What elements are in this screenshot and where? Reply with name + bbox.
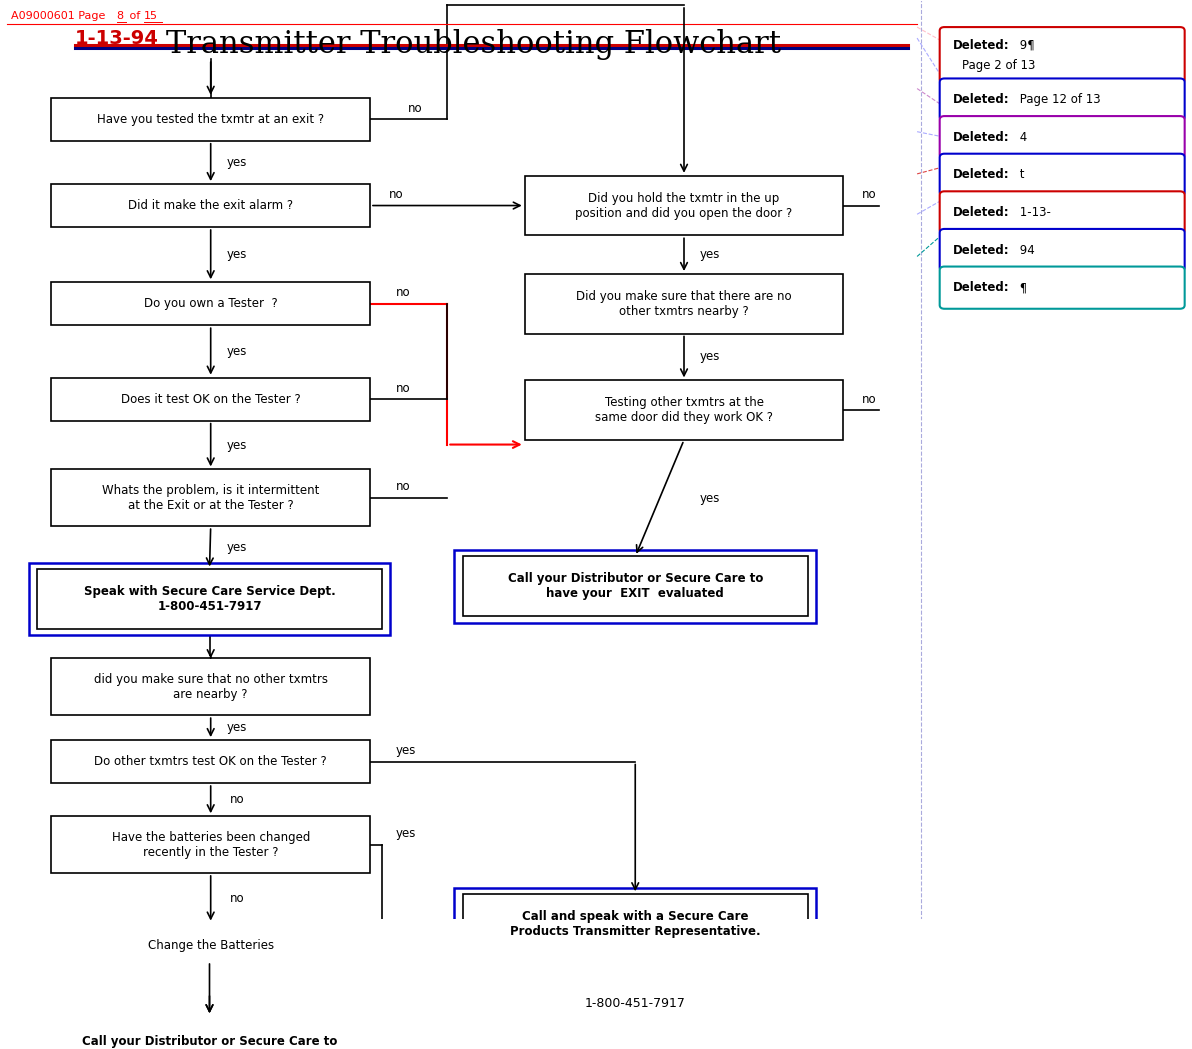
Text: Have you tested the txmtr at an exit ?: Have you tested the txmtr at an exit ? — [97, 113, 324, 126]
Text: Do you own a Tester  ?: Do you own a Tester ? — [144, 297, 278, 311]
Text: 9¶: 9¶ — [1016, 39, 1035, 51]
Text: Did you make sure that there are no
other txmtrs nearby ?: Did you make sure that there are no othe… — [576, 290, 791, 318]
FancyBboxPatch shape — [939, 116, 1185, 158]
Text: Transmitter Troubleshooting Flowchart: Transmitter Troubleshooting Flowchart — [166, 29, 781, 60]
Text: Deleted:: Deleted: — [952, 243, 1010, 257]
Text: Page 12 of 13: Page 12 of 13 — [1016, 93, 1100, 106]
Text: Call your Distributor or Secure Care to
have your  EXIT  evaluated: Call your Distributor or Secure Care to … — [508, 573, 763, 600]
Text: yes: yes — [226, 438, 247, 451]
Text: 1-13-94: 1-13-94 — [75, 29, 159, 48]
Text: Change the Batteries: Change the Batteries — [148, 939, 274, 951]
FancyBboxPatch shape — [51, 659, 370, 715]
FancyBboxPatch shape — [524, 381, 844, 440]
Text: Deleted:: Deleted: — [952, 281, 1010, 294]
Text: Deleted:: Deleted: — [952, 131, 1010, 144]
Text: yes: yes — [700, 249, 720, 261]
Text: yes: yes — [700, 350, 720, 363]
Text: yes: yes — [396, 827, 416, 840]
FancyBboxPatch shape — [29, 1010, 390, 1049]
Text: did you make sure that no other txmtrs
are nearby ?: did you make sure that no other txmtrs a… — [94, 672, 328, 701]
Text: yes: yes — [396, 744, 416, 757]
FancyBboxPatch shape — [51, 184, 370, 227]
Text: A09000601 Page: A09000601 Page — [11, 10, 108, 21]
Text: yes: yes — [226, 541, 247, 554]
FancyBboxPatch shape — [939, 266, 1185, 308]
Text: no: no — [396, 382, 411, 394]
Text: Does it test OK on the Tester ?: Does it test OK on the Tester ? — [120, 392, 300, 406]
Text: Deleted:: Deleted: — [952, 168, 1010, 181]
Text: Do other txmtrs test OK on the Tester ?: Do other txmtrs test OK on the Tester ? — [94, 755, 327, 768]
Text: no: no — [230, 793, 244, 806]
FancyBboxPatch shape — [462, 894, 808, 954]
Text: no: no — [389, 188, 404, 201]
Text: ¶: ¶ — [1016, 281, 1028, 294]
FancyBboxPatch shape — [939, 191, 1185, 234]
FancyBboxPatch shape — [51, 923, 370, 966]
Text: Page 2 of 13: Page 2 of 13 — [962, 59, 1036, 72]
Text: 15: 15 — [144, 10, 159, 21]
Text: no: no — [230, 892, 244, 905]
FancyBboxPatch shape — [939, 79, 1185, 121]
FancyBboxPatch shape — [939, 154, 1185, 196]
Text: Call and speak with a Secure Care
Products Transmitter Representative.: Call and speak with a Secure Care Produc… — [510, 909, 760, 938]
Text: t: t — [1016, 168, 1024, 181]
Text: Speak with Secure Care Service Dept.
1-800-451-7917: Speak with Secure Care Service Dept. 1-8… — [83, 585, 335, 614]
Text: no: no — [862, 188, 877, 201]
Text: Have the batteries been changed
recently in the Tester ?: Have the batteries been changed recently… — [112, 831, 310, 858]
Text: no: no — [862, 392, 877, 406]
Text: Deleted:: Deleted: — [952, 39, 1010, 51]
Text: yes: yes — [700, 492, 720, 505]
Text: 1-800-451-7917: 1-800-451-7917 — [584, 997, 685, 1010]
Text: 94: 94 — [1016, 243, 1035, 257]
FancyBboxPatch shape — [454, 550, 817, 622]
Text: of: of — [126, 10, 144, 21]
Text: Deleted:: Deleted: — [952, 93, 1010, 106]
FancyBboxPatch shape — [939, 27, 1185, 83]
FancyBboxPatch shape — [37, 1016, 381, 1049]
FancyBboxPatch shape — [462, 556, 808, 616]
Text: Did you hold the txmtr in the up
position and did you open the door ?: Did you hold the txmtr in the up positio… — [576, 192, 793, 219]
FancyBboxPatch shape — [524, 176, 844, 235]
Text: yes: yes — [226, 156, 247, 169]
Text: 4: 4 — [1016, 131, 1028, 144]
Text: 8: 8 — [117, 10, 124, 21]
Text: yes: yes — [226, 345, 247, 358]
Text: Did it make the exit alarm ?: Did it make the exit alarm ? — [128, 199, 293, 212]
FancyBboxPatch shape — [51, 740, 370, 784]
Text: Whats the problem, is it intermittent
at the Exit or at the Tester ?: Whats the problem, is it intermittent at… — [103, 484, 319, 512]
FancyBboxPatch shape — [51, 469, 370, 527]
Text: Deleted:: Deleted: — [952, 206, 1010, 219]
Text: yes: yes — [226, 721, 247, 734]
FancyBboxPatch shape — [454, 887, 817, 960]
Text: Call your Distributor or Secure Care to
have your Tester evaluated: Call your Distributor or Secure Care to … — [82, 1035, 337, 1049]
Text: no: no — [396, 286, 411, 299]
Text: yes: yes — [226, 249, 247, 261]
FancyBboxPatch shape — [37, 570, 381, 629]
FancyBboxPatch shape — [29, 563, 390, 636]
FancyBboxPatch shape — [51, 282, 370, 325]
Text: 1-13-: 1-13- — [1016, 206, 1050, 219]
FancyBboxPatch shape — [51, 98, 370, 141]
Text: no: no — [396, 480, 411, 493]
FancyBboxPatch shape — [939, 229, 1185, 271]
FancyBboxPatch shape — [524, 274, 844, 334]
FancyBboxPatch shape — [51, 378, 370, 421]
FancyBboxPatch shape — [51, 816, 370, 873]
Text: no: no — [408, 102, 422, 114]
Text: Testing other txmtrs at the
same door did they work OK ?: Testing other txmtrs at the same door di… — [595, 397, 772, 424]
